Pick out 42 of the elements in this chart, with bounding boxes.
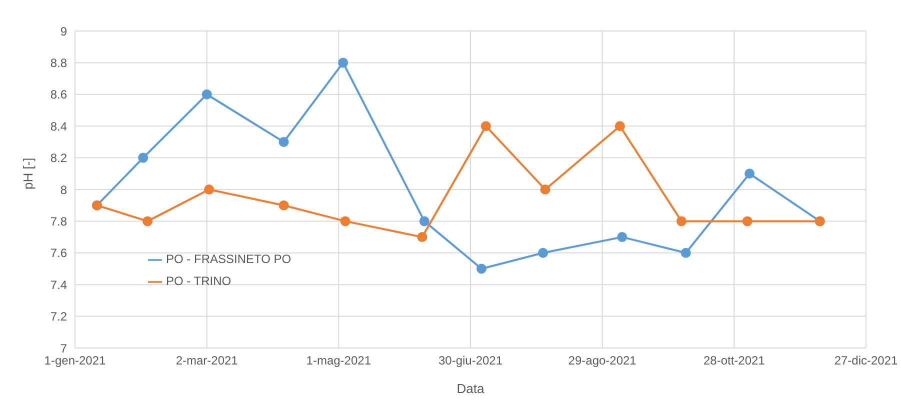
x-tick-label: 1-gen-2021 <box>44 354 106 368</box>
point <box>676 216 686 226</box>
y-tick-label: 8.2 <box>50 151 68 166</box>
point <box>480 121 491 132</box>
x-tick-label: 1-mag-2021 <box>306 354 372 368</box>
point <box>278 136 289 147</box>
point <box>538 248 548 258</box>
point <box>204 184 214 194</box>
x-tick-label: 29-ago-2021 <box>568 354 637 368</box>
point <box>417 232 428 242</box>
point <box>278 200 289 210</box>
point <box>202 89 212 100</box>
y-tick-label: 8 <box>60 182 68 197</box>
x-tick-label: 2-mar-2021 <box>176 354 238 368</box>
legend-label: PO - FRASSINETO PO <box>166 252 292 266</box>
point <box>680 248 691 258</box>
legend-label: PO - TRINO <box>166 274 232 288</box>
point <box>138 152 148 163</box>
y-tick-label: 8.4 <box>50 119 68 134</box>
y-tick-label: 7.2 <box>50 310 68 324</box>
x-axis-title: Data <box>456 381 485 396</box>
point <box>540 184 550 194</box>
x-tick-label: 28-ott-2021 <box>703 354 766 368</box>
y-tick-label: 7 <box>60 341 68 356</box>
y-tick-label: 7.6 <box>50 246 68 260</box>
x-tick-label: 27-dic-2021 <box>834 354 898 368</box>
y-tick-label: 8.8 <box>50 56 68 70</box>
y-axis-title: pH [-] <box>20 158 36 190</box>
y-tick-label: 7.8 <box>50 214 68 228</box>
y-tick-label: 8.6 <box>50 88 68 102</box>
point <box>340 216 350 226</box>
point <box>742 216 752 226</box>
point <box>744 168 755 179</box>
point <box>614 121 625 132</box>
point <box>142 216 153 226</box>
point <box>476 264 486 274</box>
y-tick-label: 9 <box>60 24 68 38</box>
point <box>617 232 628 242</box>
x-tick-label: 30-giu-2021 <box>438 354 503 368</box>
point <box>338 58 348 68</box>
y-tick-label: 7.4 <box>50 278 68 292</box>
point <box>419 216 430 226</box>
